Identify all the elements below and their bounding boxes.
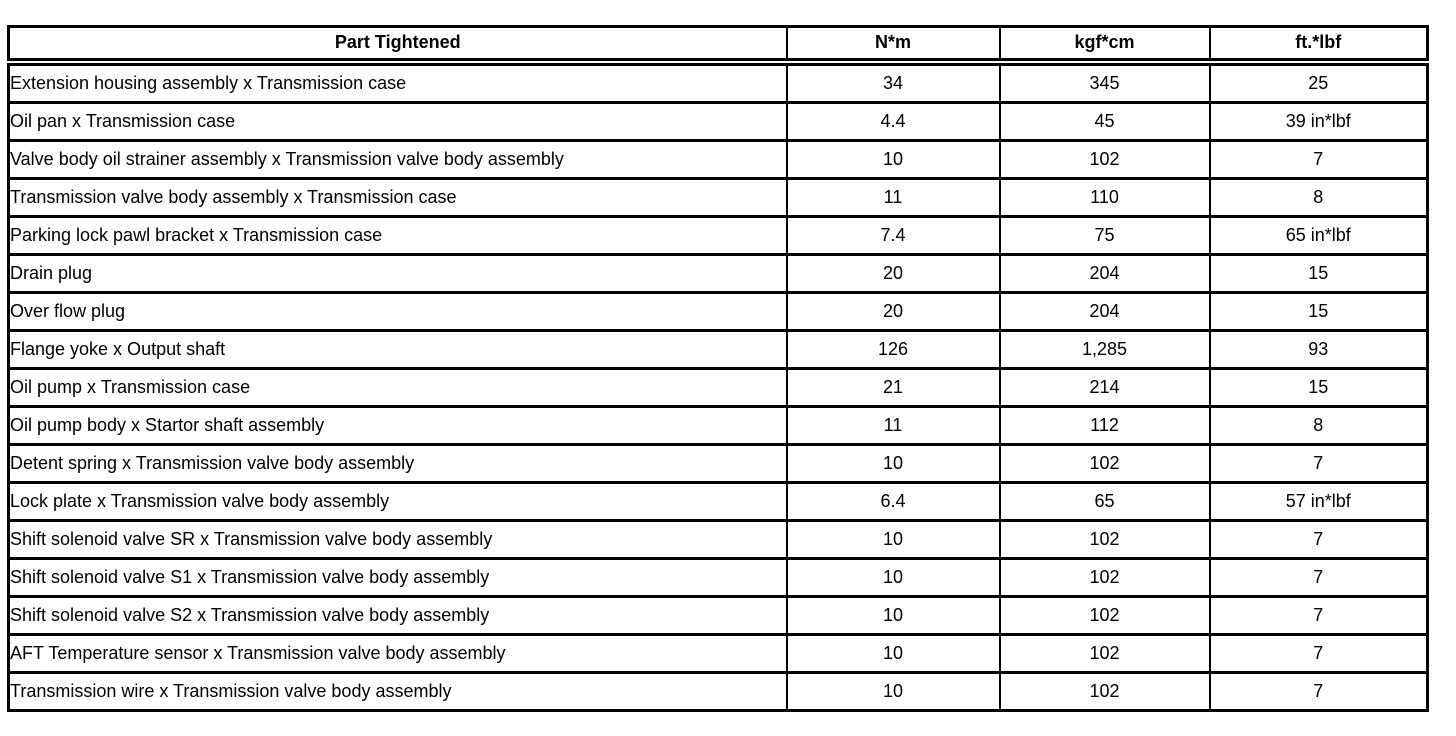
ftlbf-cell: 8: [1208, 405, 1429, 446]
nm-cell: 10: [785, 671, 1001, 712]
nm-cell: 7.4: [785, 215, 1001, 256]
kgfcm-cell: 102: [998, 595, 1211, 636]
kgfcm-cell: 204: [998, 253, 1211, 294]
kgfcm-cell: 102: [998, 443, 1211, 484]
nm-cell: 11: [785, 405, 1001, 446]
ftlbf-cell: 7: [1208, 595, 1429, 636]
part-cell: Detent spring x Transmission valve body …: [7, 443, 788, 484]
nm-cell: 34: [785, 60, 1001, 104]
part-cell: Transmission valve body assembly x Trans…: [7, 177, 788, 218]
table-row: Shift solenoid valve S2 x Transmission v…: [7, 595, 1429, 636]
col-header-kgfcm: kgf*cm: [998, 25, 1211, 66]
col-header-nm: N*m: [785, 25, 1001, 66]
part-cell: Lock plate x Transmission valve body ass…: [7, 481, 788, 522]
nm-cell: 10: [785, 595, 1001, 636]
table-row: Transmission valve body assembly x Trans…: [7, 177, 1429, 218]
col-header-ftlbf: ft.*lbf: [1208, 25, 1429, 66]
kgfcm-cell: 204: [998, 291, 1211, 332]
kgfcm-cell: 65: [998, 481, 1211, 522]
nm-cell: 11: [785, 177, 1001, 218]
ftlbf-cell: 7: [1208, 633, 1429, 674]
part-cell: Shift solenoid valve SR x Transmission v…: [7, 519, 788, 560]
kgfcm-cell: 102: [998, 519, 1211, 560]
table-row: Shift solenoid valve S1 x Transmission v…: [7, 557, 1429, 598]
kgfcm-cell: 102: [998, 633, 1211, 674]
part-cell: Extension housing assembly x Transmissio…: [7, 60, 788, 104]
table-row: Parking lock pawl bracket x Transmission…: [7, 215, 1429, 256]
ftlbf-cell: 65 in*lbf: [1208, 215, 1429, 256]
nm-cell: 126: [785, 329, 1001, 370]
table-row: Oil pump body x Startor shaft assembly 1…: [7, 405, 1429, 446]
table-row: Oil pan x Transmission case 4.4 45 39 in…: [7, 101, 1429, 142]
nm-cell: 20: [785, 253, 1001, 294]
header-row: Part Tightened N*m kgf*cm ft.*lbf: [7, 25, 1429, 66]
kgfcm-cell: 345: [998, 60, 1211, 104]
nm-cell: 4.4: [785, 101, 1001, 142]
part-cell: AFT Temperature sensor x Transmission va…: [7, 633, 788, 674]
kgfcm-cell: 45: [998, 101, 1211, 142]
table-row: Oil pump x Transmission case 21 214 15: [7, 367, 1429, 408]
nm-cell: 10: [785, 519, 1001, 560]
kgfcm-cell: 1,285: [998, 329, 1211, 370]
part-cell: Shift solenoid valve S1 x Transmission v…: [7, 557, 788, 598]
table-row: Valve body oil strainer assembly x Trans…: [7, 139, 1429, 180]
nm-cell: 10: [785, 557, 1001, 598]
part-cell: Oil pan x Transmission case: [7, 101, 788, 142]
kgfcm-cell: 112: [998, 405, 1211, 446]
ftlbf-cell: 15: [1208, 291, 1429, 332]
table-row: AFT Temperature sensor x Transmission va…: [7, 633, 1429, 674]
ftlbf-cell: 15: [1208, 253, 1429, 294]
ftlbf-cell: 7: [1208, 519, 1429, 560]
torque-spec-table: Part Tightened N*m kgf*cm ft.*lbf Extens…: [7, 25, 1429, 712]
ftlbf-cell: 15: [1208, 367, 1429, 408]
kgfcm-cell: 102: [998, 671, 1211, 712]
ftlbf-cell: 7: [1208, 139, 1429, 180]
ftlbf-cell: 8: [1208, 177, 1429, 218]
part-cell: Transmission wire x Transmission valve b…: [7, 671, 788, 712]
nm-cell: 6.4: [785, 481, 1001, 522]
table-row: Lock plate x Transmission valve body ass…: [7, 481, 1429, 522]
kgfcm-cell: 102: [998, 139, 1211, 180]
ftlbf-cell: 7: [1208, 443, 1429, 484]
part-cell: Shift solenoid valve S2 x Transmission v…: [7, 595, 788, 636]
part-cell: Flange yoke x Output shaft: [7, 329, 788, 370]
ftlbf-cell: 7: [1208, 557, 1429, 598]
ftlbf-cell: 93: [1208, 329, 1429, 370]
part-cell: Valve body oil strainer assembly x Trans…: [7, 139, 788, 180]
part-cell: Drain plug: [7, 253, 788, 294]
table-body: Extension housing assembly x Transmissio…: [7, 60, 1429, 712]
table-row: Over flow plug 20 204 15: [7, 291, 1429, 332]
table-row: Flange yoke x Output shaft 126 1,285 93: [7, 329, 1429, 370]
table-row: Transmission wire x Transmission valve b…: [7, 671, 1429, 712]
kgfcm-cell: 102: [998, 557, 1211, 598]
ftlbf-cell: 39 in*lbf: [1208, 101, 1429, 142]
part-cell: Over flow plug: [7, 291, 788, 332]
nm-cell: 10: [785, 633, 1001, 674]
kgfcm-cell: 214: [998, 367, 1211, 408]
nm-cell: 21: [785, 367, 1001, 408]
ftlbf-cell: 7: [1208, 671, 1429, 712]
col-header-part-tightened: Part Tightened: [7, 25, 788, 66]
part-cell: Oil pump body x Startor shaft assembly: [7, 405, 788, 446]
kgfcm-cell: 110: [998, 177, 1211, 218]
kgfcm-cell: 75: [998, 215, 1211, 256]
ftlbf-cell: 25: [1208, 60, 1429, 104]
table-row: Drain plug 20 204 15: [7, 253, 1429, 294]
nm-cell: 10: [785, 139, 1001, 180]
nm-cell: 10: [785, 443, 1001, 484]
part-cell: Oil pump x Transmission case: [7, 367, 788, 408]
table-header: Part Tightened N*m kgf*cm ft.*lbf: [7, 25, 1429, 66]
table-row: Shift solenoid valve SR x Transmission v…: [7, 519, 1429, 560]
table-row: Detent spring x Transmission valve body …: [7, 443, 1429, 484]
table-row: Extension housing assembly x Transmissio…: [7, 60, 1429, 104]
ftlbf-cell: 57 in*lbf: [1208, 481, 1429, 522]
nm-cell: 20: [785, 291, 1001, 332]
part-cell: Parking lock pawl bracket x Transmission…: [7, 215, 788, 256]
